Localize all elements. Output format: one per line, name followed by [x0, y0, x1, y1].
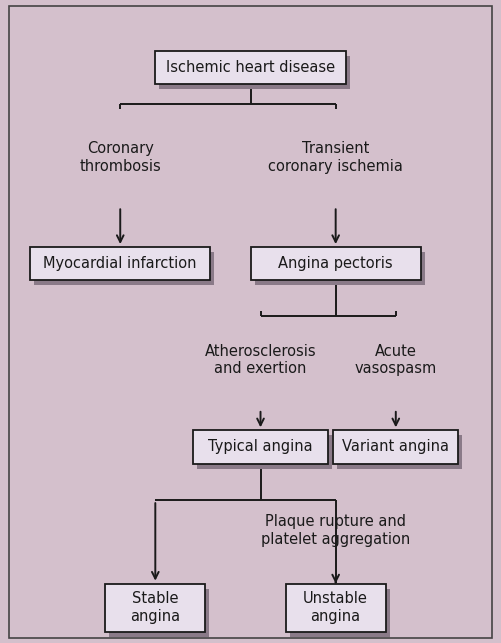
FancyBboxPatch shape: [197, 435, 332, 469]
Text: Plaque rupture and
platelet aggregation: Plaque rupture and platelet aggregation: [261, 514, 410, 547]
Text: Angina pectoris: Angina pectoris: [279, 256, 393, 271]
FancyBboxPatch shape: [109, 589, 209, 637]
FancyBboxPatch shape: [250, 247, 421, 280]
Text: Variant angina: Variant angina: [342, 439, 449, 455]
FancyBboxPatch shape: [286, 584, 386, 631]
FancyBboxPatch shape: [159, 56, 350, 89]
Text: Unstable
angina: Unstable angina: [303, 592, 368, 624]
Text: Stable
angina: Stable angina: [130, 592, 180, 624]
Text: Atherosclerosis
and exertion: Atherosclerosis and exertion: [205, 344, 316, 376]
FancyBboxPatch shape: [105, 584, 205, 631]
FancyBboxPatch shape: [337, 435, 462, 469]
Text: Transient
coronary ischemia: Transient coronary ischemia: [268, 141, 403, 174]
Text: Coronary
thrombosis: Coronary thrombosis: [79, 141, 161, 174]
FancyBboxPatch shape: [34, 252, 214, 285]
Text: Ischemic heart disease: Ischemic heart disease: [166, 60, 335, 75]
Text: Myocardial infarction: Myocardial infarction: [44, 256, 197, 271]
FancyBboxPatch shape: [30, 247, 210, 280]
FancyBboxPatch shape: [155, 51, 346, 84]
FancyBboxPatch shape: [255, 252, 425, 285]
Text: Typical angina: Typical angina: [208, 439, 313, 455]
FancyBboxPatch shape: [193, 430, 328, 464]
Text: Acute
vasospasm: Acute vasospasm: [355, 344, 437, 376]
FancyBboxPatch shape: [333, 430, 458, 464]
FancyBboxPatch shape: [290, 589, 390, 637]
